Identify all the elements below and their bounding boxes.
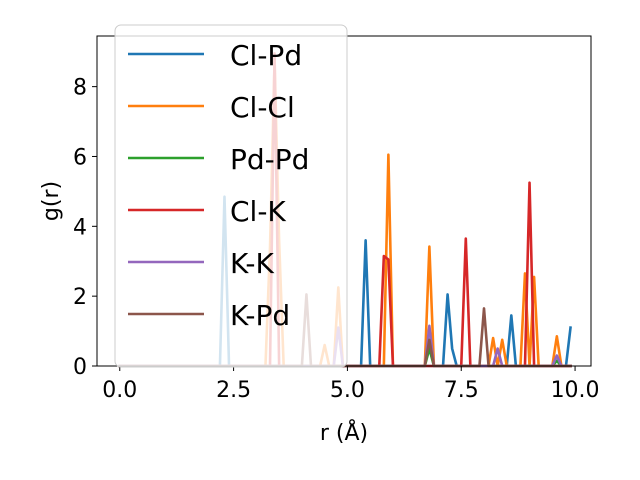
y-tick-label: 0: [73, 355, 87, 380]
y-tick-label: 2: [73, 285, 87, 310]
y-tick-label: 4: [73, 215, 87, 240]
legend-label: Pd-Pd: [230, 143, 309, 176]
x-tick-label: 10.0: [551, 378, 600, 403]
legend-box: [114, 24, 348, 368]
x-tick-label: 0.0: [102, 378, 137, 403]
legend-label: Cl-Pd: [230, 39, 302, 72]
legend-label: Cl-K: [230, 195, 286, 228]
y-tick-label: 6: [73, 145, 87, 170]
y-axis-label: g(r): [39, 181, 64, 221]
x-tick-label: 2.5: [216, 378, 251, 403]
x-axis: 0.0 2.5 5.0 7.5 10.0: [102, 366, 600, 403]
y-axis: 0 2 4 6 8: [73, 76, 97, 380]
x-tick-label: 5.0: [330, 378, 365, 403]
legend-label: Cl-Cl: [230, 91, 295, 124]
x-axis-label: r (Å): [320, 419, 368, 446]
legend: Cl-Pd Cl-Cl Pd-Pd Cl-K K-K K-Pd: [114, 24, 348, 368]
x-tick-label: 7.5: [444, 378, 479, 403]
legend-label: K-Pd: [230, 299, 290, 332]
legend-label: K-K: [230, 247, 275, 280]
y-tick-label: 8: [73, 76, 87, 101]
